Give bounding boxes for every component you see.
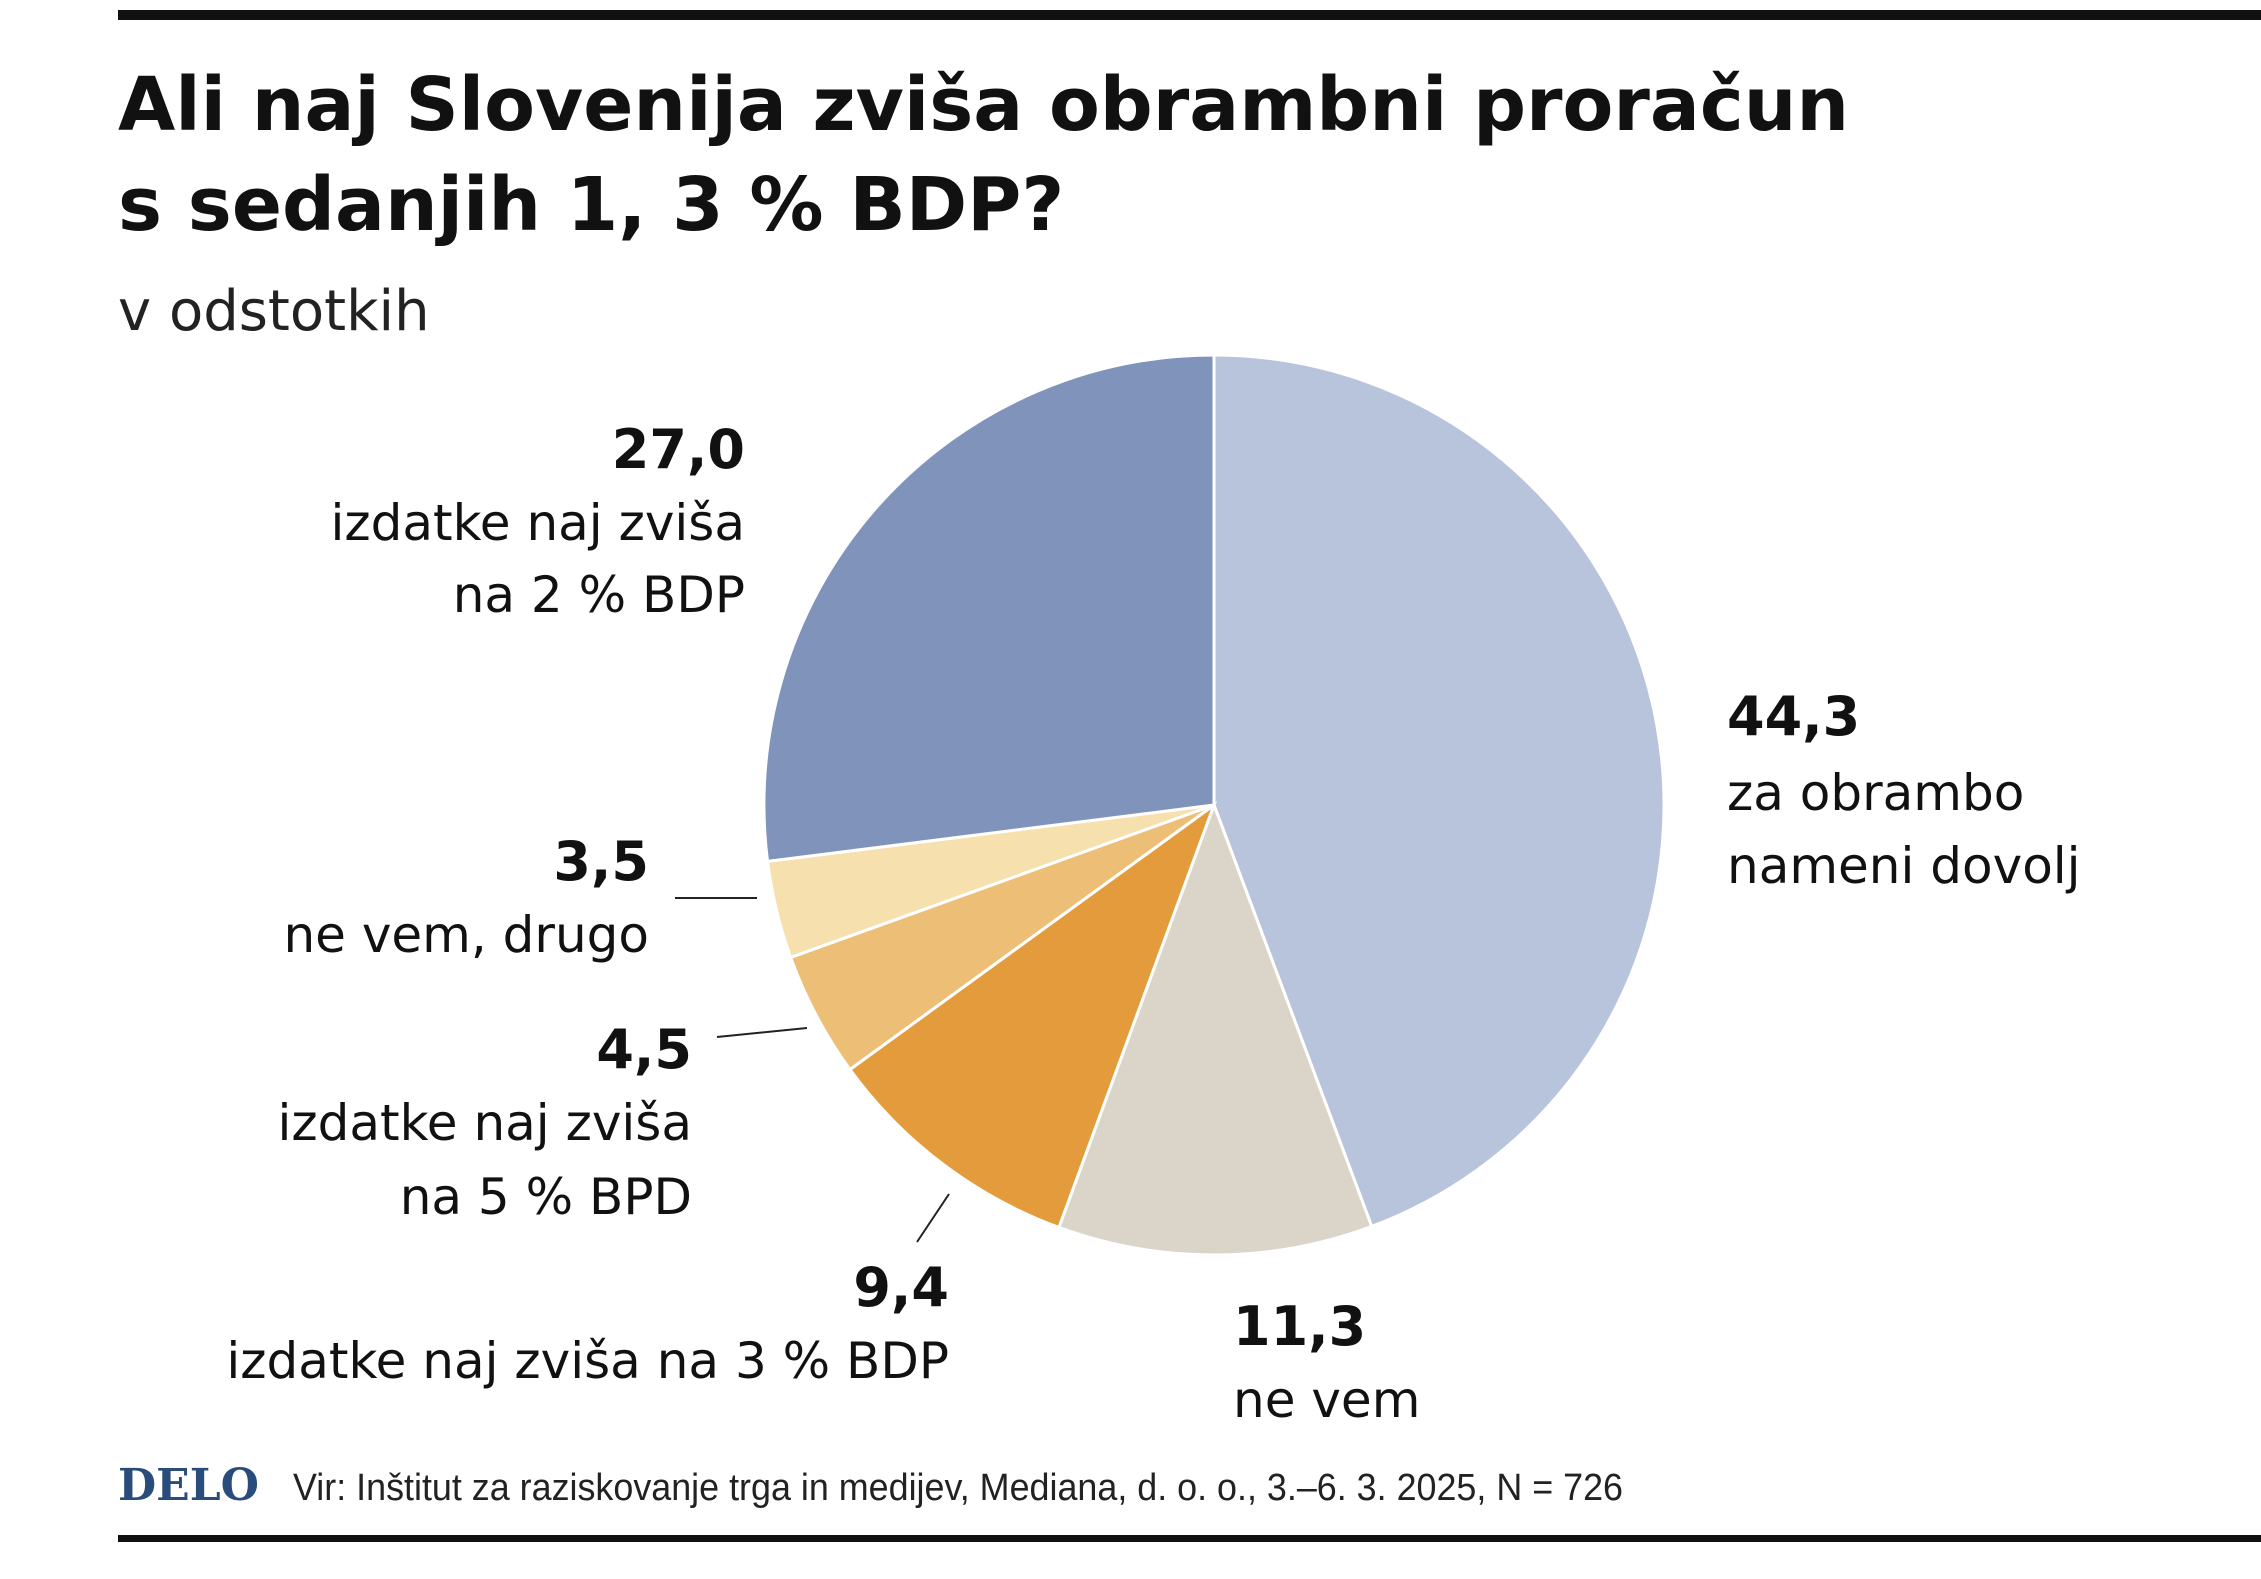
data-label-text: ne vem, drugo <box>283 906 649 964</box>
top-rule <box>118 10 2261 20</box>
leader-line-4-5 <box>716 1027 808 1038</box>
chart-title-line-1: Ali naj Slovenija zviša obrambni proraču… <box>118 62 1849 148</box>
data-label-value: 3,5 <box>553 830 649 893</box>
pie-slice-1 <box>1056 800 1374 1257</box>
bottom-rule <box>118 1535 2261 1542</box>
data-label-text: na 2 % BDP <box>453 566 745 624</box>
data-label-text: nameni dovolj <box>1727 837 2081 895</box>
data-label-text: izdatke naj zviša <box>278 1094 692 1152</box>
data-label-text: izdatke naj zviša <box>331 494 745 552</box>
delo-logo: DELO <box>118 1460 259 1511</box>
pie-slice-2 <box>847 800 1218 1230</box>
data-label-value: 27,0 <box>612 418 745 481</box>
data-label-value: 4,5 <box>596 1018 692 1081</box>
source-note: Vir: Inštitut za raziskovanje trga in me… <box>293 1467 1623 1509</box>
data-label-text: izdatke naj zviša na 3 % BDP <box>226 1332 949 1390</box>
pie <box>762 353 1666 1257</box>
chart-title-line-2: s sedanjih 1, 3 % BDP? <box>118 162 1064 248</box>
chart-subtitle: v odstotkih <box>118 279 430 344</box>
data-label-text: na 5 % BPD <box>400 1168 692 1226</box>
data-label-value: 44,3 <box>1727 685 1860 748</box>
data-label-text: ne vem <box>1233 1371 1420 1429</box>
data-label-text: za obrambo <box>1727 764 2024 822</box>
leader-line-9-4 <box>916 1193 950 1243</box>
pie-slice-0 <box>1212 353 1666 1229</box>
pie-slice-5 <box>762 353 1216 864</box>
data-label-value: 11,3 <box>1233 1295 1366 1358</box>
data-label-value: 9,4 <box>853 1256 949 1319</box>
